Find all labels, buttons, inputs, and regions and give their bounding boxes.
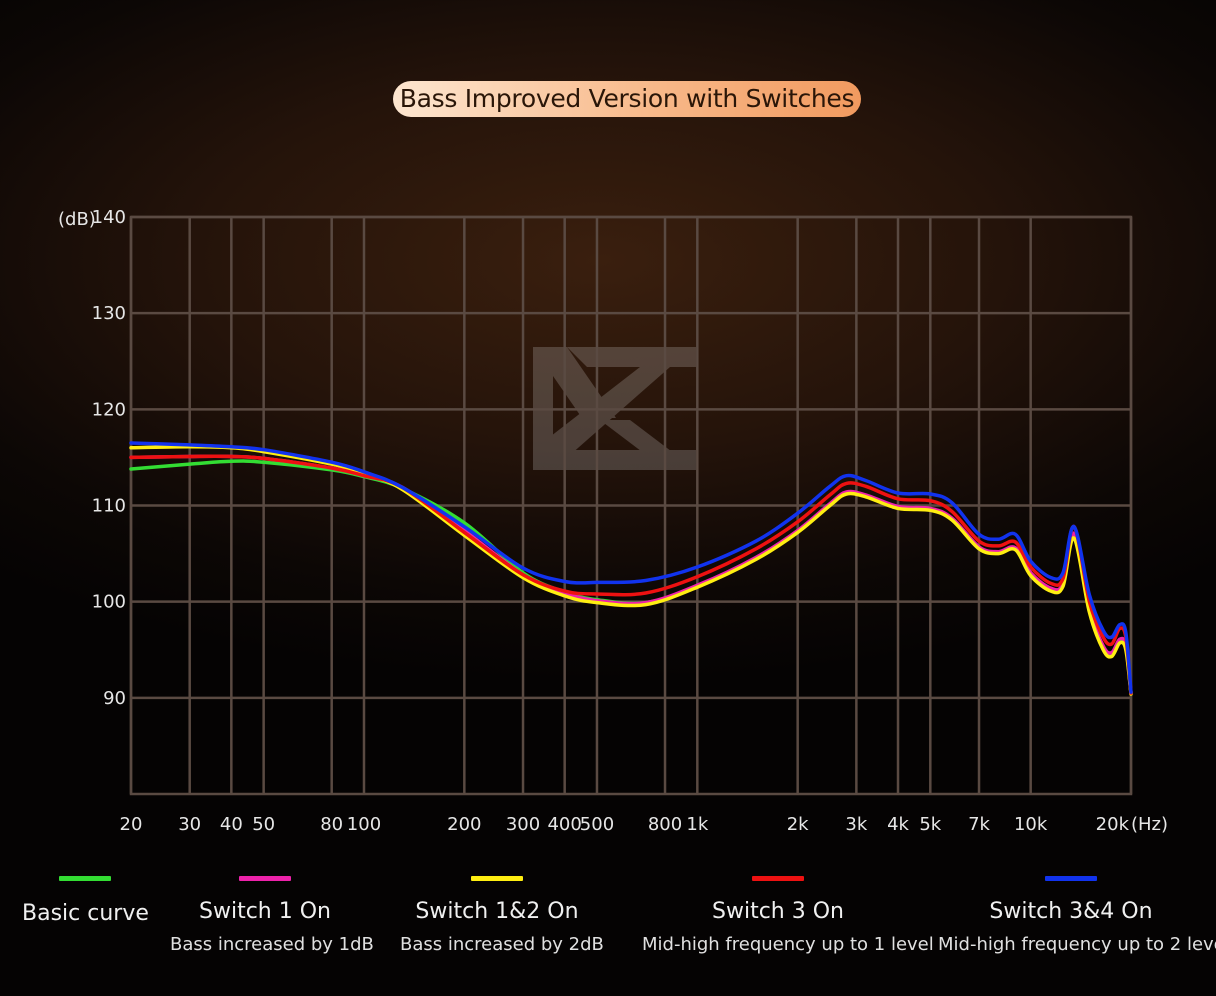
x-axis-label: (Hz) <box>1131 814 1168 835</box>
y-tick-label: 100 <box>92 592 126 613</box>
x-tick-label: 2k <box>787 814 809 835</box>
legend-item-switch-3: Switch 3 On Mid-high frequency up to 1 l… <box>642 876 934 955</box>
x-tick-label: 800 <box>648 814 682 835</box>
legend-item-switch-1: Switch 1 On Bass increased by 1dB <box>170 876 374 955</box>
legend-name: Switch 3 On <box>712 899 844 924</box>
series-line-switch-3-4 <box>129 441 1133 694</box>
x-tick-label: 4k <box>887 814 909 835</box>
legend-swatch-switch12 <box>471 876 523 881</box>
x-tick-label: 7k <box>968 814 990 835</box>
series-line-switch-1-2 <box>129 445 1133 696</box>
x-tick-label: 80 <box>320 814 343 835</box>
y-tick-label: 90 <box>103 688 126 709</box>
legend-description: Bass increased by 1dB <box>170 934 374 955</box>
legend-item-switch-1-2: Switch 1&2 On Bass increased by 2dB <box>400 876 604 955</box>
x-tick-label: 20 <box>120 814 143 835</box>
legend-name: Basic curve <box>22 901 149 926</box>
series-line-basic-curve <box>129 459 1133 695</box>
x-tick-label: 40 <box>220 814 243 835</box>
x-tick-label: 3k <box>845 814 867 835</box>
legend-name: Switch 1 On <box>199 899 331 924</box>
x-tick-label: 30 <box>178 814 201 835</box>
legend-name: Switch 3&4 On <box>989 899 1153 924</box>
x-tick-label: 500 <box>580 814 614 835</box>
legend-item-switch-3-4: Switch 3&4 On Mid-high frequency up to 2… <box>938 876 1216 955</box>
series-line-switch-3 <box>129 454 1133 695</box>
legend-swatch-switch34 <box>1045 876 1097 881</box>
legend-item-basic-curve: Basic curve <box>22 876 149 926</box>
y-tick-label: 110 <box>92 496 126 517</box>
chart-grid <box>129 215 1133 796</box>
x-tick-label: 300 <box>506 814 540 835</box>
x-tick-label: 5k <box>919 814 941 835</box>
x-tick-label: 200 <box>447 814 481 835</box>
legend-description: Mid-high frequency up to 1 level <box>642 934 934 955</box>
legend-description: Bass increased by 2dB <box>400 934 604 955</box>
legend-swatch-basic <box>59 876 111 881</box>
legend-swatch-switch1 <box>239 876 291 881</box>
x-tick-label: 20k <box>1096 814 1130 835</box>
series-lines <box>129 441 1133 696</box>
x-tick-label: 50 <box>252 814 275 835</box>
y-tick-label: 120 <box>92 399 126 420</box>
chart-title: Bass Improved Version with Switches <box>393 81 861 117</box>
legend-name: Switch 1&2 On <box>415 899 579 924</box>
legend-description: Mid-high frequency up to 2 level <box>938 934 1216 955</box>
y-axis-label: (dB) <box>58 209 96 230</box>
legend-swatch-switch3 <box>752 876 804 881</box>
kz-logo-watermark <box>533 347 696 470</box>
x-tick-label: 10k <box>1014 814 1048 835</box>
y-tick-label: 130 <box>92 303 126 324</box>
y-axis: 90 100 110 120 130 140 <box>92 207 126 709</box>
y-tick-label: 140 <box>92 207 126 228</box>
series-line-switch-1 <box>129 454 1133 695</box>
x-tick-label: 400 <box>547 814 581 835</box>
x-tick-label: 1k <box>686 814 708 835</box>
x-tick-label: 100 <box>347 814 381 835</box>
